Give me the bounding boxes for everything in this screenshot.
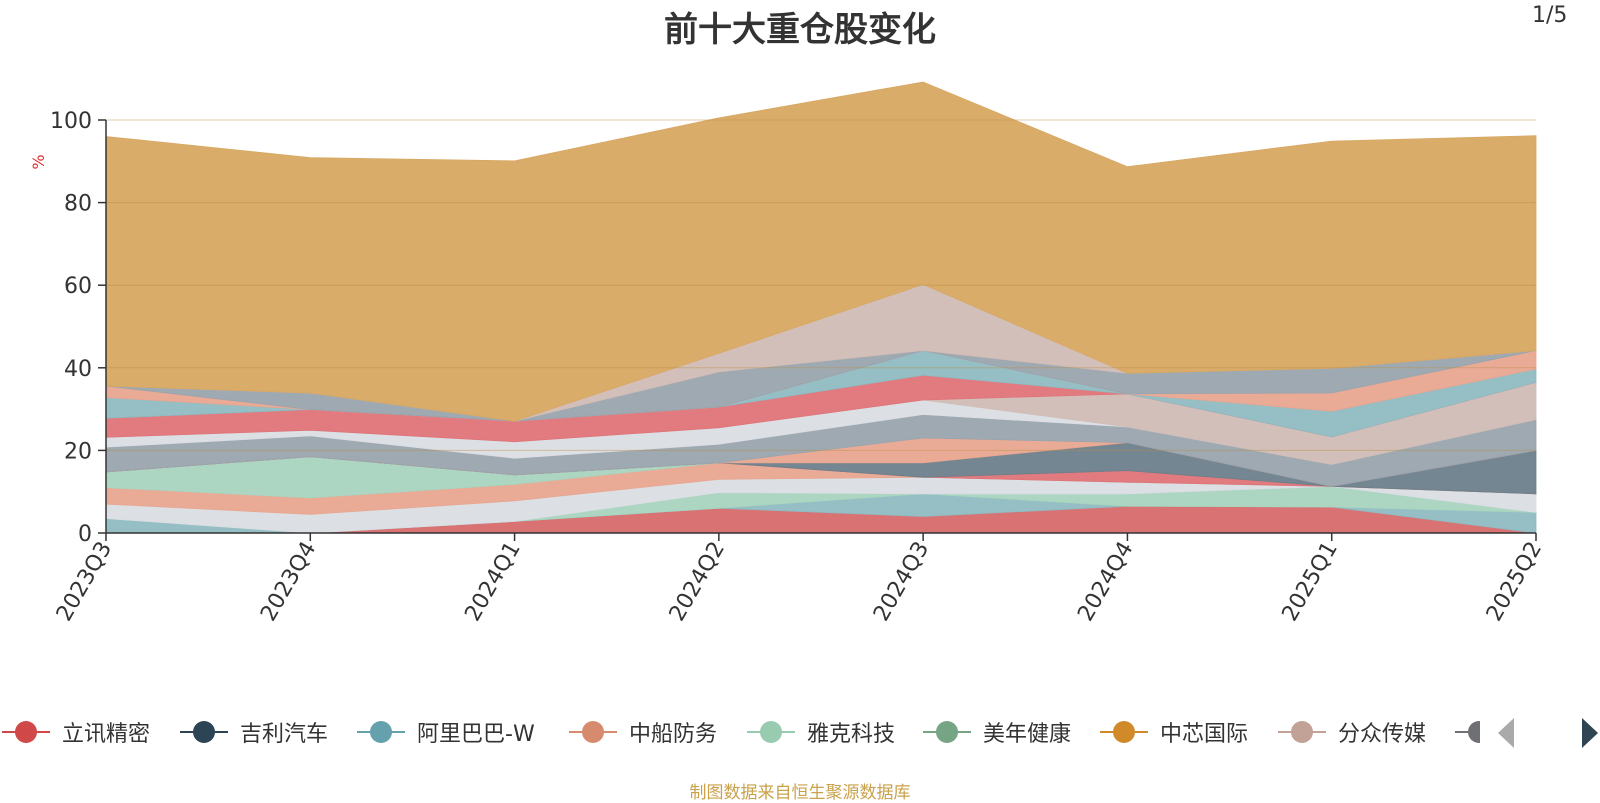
y-tick-label: 40 xyxy=(64,357,92,382)
legend-marker-icon xyxy=(2,721,50,743)
y-tick-label: 100 xyxy=(50,109,92,134)
legend-marker-dot xyxy=(582,721,604,743)
x-tick-label: 2025Q2 xyxy=(1482,538,1547,626)
legend-marker-icon xyxy=(180,721,228,743)
legend-marker-icon xyxy=(1278,721,1326,743)
legend-item[interactable]: 立讯精密 xyxy=(0,714,150,750)
legend-marker-icon xyxy=(1100,721,1148,743)
legend-item[interactable]: 中船防务 xyxy=(567,714,717,750)
x-tick-label: 2024Q1 xyxy=(460,538,525,626)
legend-label: 中芯国际 xyxy=(1160,722,1249,747)
grid-layer xyxy=(106,119,1536,451)
legend-label: 阿里巴巴-W xyxy=(417,722,535,747)
legend-label: 中船防务 xyxy=(629,722,718,747)
legend-label: 立讯精密 xyxy=(62,722,151,747)
axes-layer xyxy=(105,120,1536,534)
y-axis-unit-label: % xyxy=(29,154,48,169)
chart-title: 前十大重仓股变化 xyxy=(664,10,936,50)
legend-item[interactable]: 中芯国际 xyxy=(1098,714,1248,750)
x-tick-label: 2023Q3 xyxy=(52,538,117,626)
legend-label: 美年健康 xyxy=(983,722,1072,747)
x-tick-label: 2024Q3 xyxy=(869,538,934,626)
legend-marker-dot xyxy=(370,721,392,743)
y-tick-label: 80 xyxy=(64,192,92,217)
legend-item[interactable]: 吉利汽车 xyxy=(178,714,328,750)
legend-label: 雅克科技 xyxy=(807,722,896,747)
y-tick-label: 60 xyxy=(64,274,92,299)
legend-marker-dot xyxy=(760,721,782,743)
x-tick-label: 2024Q4 xyxy=(1073,538,1138,626)
x-tick-label: 2023Q4 xyxy=(256,538,321,626)
legend-marker-icon xyxy=(923,721,971,743)
legend-label: 吉利汽车 xyxy=(240,722,329,747)
legend-marker-dot xyxy=(1113,721,1135,743)
legend-page-indicator: 1/5 xyxy=(1532,3,1568,28)
legend-item[interactable]: 美年健康 xyxy=(921,714,1071,750)
legend-marker-dot xyxy=(936,721,958,743)
legend-item[interactable]: 分众传媒 xyxy=(1276,714,1426,750)
y-tick-label: 20 xyxy=(64,439,92,464)
source-note: 制图数据来自恒生聚源数据库 xyxy=(689,783,911,803)
legend-item[interactable]: 雅克科技 xyxy=(745,714,895,750)
legend: 立讯精密 吉利汽车 阿里巴巴-W 中船防务 雅克科技 美年健康 中芯国际 分众传媒 xyxy=(0,714,1600,754)
legend-pager-arrows xyxy=(1498,718,1598,748)
legend-marker-dot xyxy=(1291,721,1313,743)
y-tick-label: 0 xyxy=(78,522,92,547)
x-tick-label: 2025Q1 xyxy=(1278,538,1343,626)
legend-marker-dot xyxy=(193,721,215,743)
legend-next-page-icon[interactable] xyxy=(1582,718,1598,748)
legend-marker-icon xyxy=(569,721,617,743)
area-series-layer xyxy=(105,81,1537,534)
legend-item[interactable]: 阿里巴巴-W xyxy=(355,714,535,750)
x-tick-label: 2024Q2 xyxy=(665,538,730,626)
legend-marker-icon xyxy=(357,721,405,743)
legend-prev-page-icon[interactable] xyxy=(1498,718,1514,748)
legend-marker-icon xyxy=(747,721,795,743)
legend-marker-dot xyxy=(15,721,37,743)
area-series-17 xyxy=(105,81,1537,422)
legend-label: 分众传媒 xyxy=(1338,722,1427,747)
